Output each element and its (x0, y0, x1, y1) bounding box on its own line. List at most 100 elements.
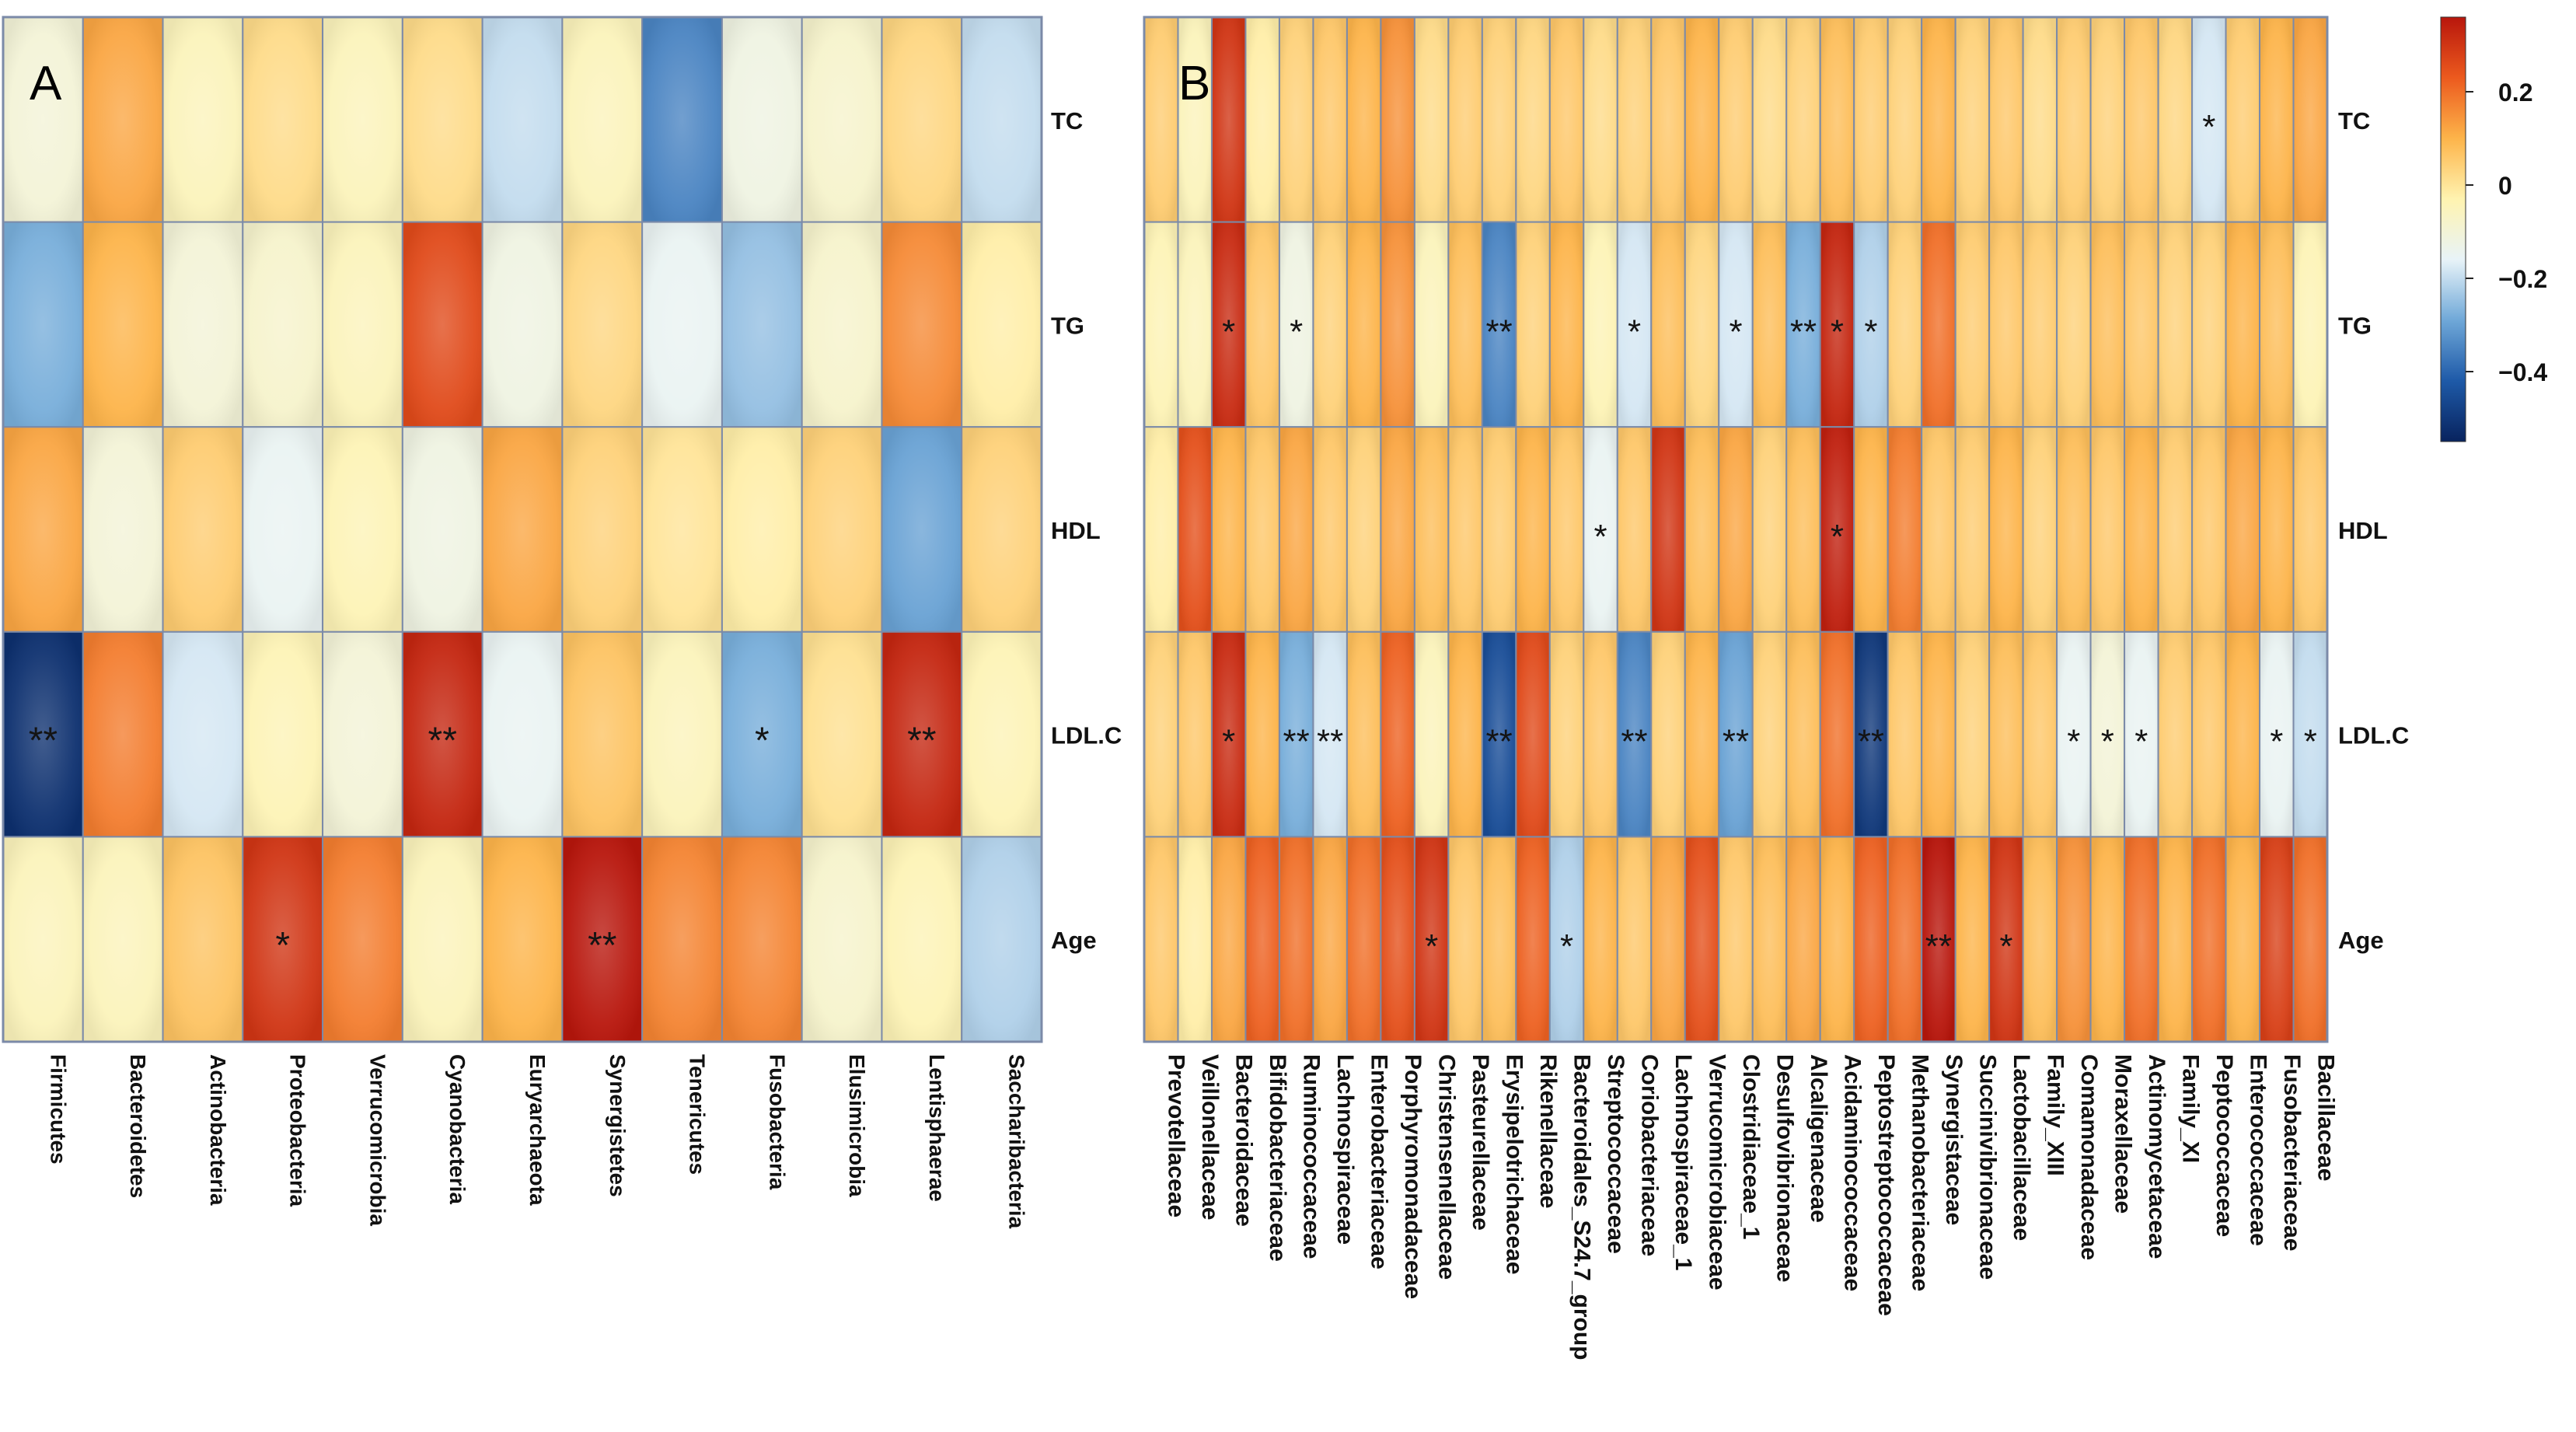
heatmap-cell-b-hdl-fusobacteriaceae (2259, 426, 2295, 633)
heatmap-cell-b-age-family-xiii (2022, 836, 2058, 1043)
panel-label: A (30, 57, 62, 110)
heatmap-cell-b-tc-family-xiii (2022, 16, 2058, 223)
heatmap-cell-b-hdl-bacteroidaceae (1210, 426, 1247, 633)
heatmap-cell-b-tg-christensenellaceae (1413, 221, 1450, 428)
column-label-lactobacillaceae: Lactobacillaceae (2009, 1054, 2034, 1241)
column-label-verrucomicrobia: Verrucomicrobia (365, 1054, 389, 1226)
heatmap-cell-a-tg-proteobacteria (242, 221, 324, 428)
heatmap-cell-b-tg-bacillaceae (2292, 221, 2329, 428)
heatmap-cell-a-tc-saccharibacteria (961, 16, 1042, 223)
heatmap-cell-a-tg-saccharibacteria (961, 221, 1042, 428)
row-label-tg: TG (1051, 312, 1084, 339)
heatmap-cell-a-hdl-bacteroidetes (82, 426, 164, 633)
heatmap-cell-a-tc-verrucomicrobia (322, 16, 403, 223)
column-label-christensenellaceae: Christensenellaceae (1434, 1054, 1460, 1280)
significance-marker: * (275, 925, 290, 966)
heatmap-cell-a-tc-lentisphaerae (881, 16, 963, 223)
heatmap-cell-a-age-actinobacteria (162, 836, 244, 1043)
heatmap-cell-b-ldl-c-bacteroidales-s24-7-group (1548, 630, 1585, 838)
significance-marker: ** (1621, 723, 1647, 761)
heatmap-cell-a-age-elusimicrobia (801, 836, 883, 1043)
column-label-veillonellaceae: Veillonellaceae (1197, 1054, 1223, 1220)
heatmap-cell-b-tc-lachnospiraceae (1312, 16, 1348, 223)
heatmap-cell-b-tg-bifidobacteriaceae (1244, 221, 1280, 428)
heatmap-cell-b-age-lachnospiraceae (1312, 836, 1348, 1043)
heatmap-cell-a-tg-cyanobacteria (401, 221, 483, 428)
row-label-tc: TC (2338, 107, 2370, 134)
heatmap-cell-a-tc-synergistetes (561, 16, 644, 223)
heatmap-cell-a-tg-euryarchaeota (481, 221, 564, 428)
heatmap-cell-a-tc-cyanobacteria (401, 16, 483, 223)
significance-marker: ** (1925, 927, 1952, 966)
heatmap-cell-b-tg-veillonellaceae (1177, 221, 1213, 428)
heatmap-cell-a-ldl-c-proteobacteria (242, 630, 324, 838)
heatmap-cell-a-tg-lentisphaerae (881, 221, 963, 428)
heatmap-cell-b-ldl-c-enterococcaceae (2225, 630, 2261, 838)
heatmap-cell-b-hdl-lachnospiraceae-1 (1650, 426, 1686, 633)
row-label-hdl: HDL (1051, 517, 1101, 544)
heatmap-cell-a-hdl-cyanobacteria (401, 426, 483, 633)
heatmap-cell-b-tc-christensenellaceae (1413, 16, 1450, 223)
heatmap-cell-b-hdl-coriobacteriaceae (1616, 426, 1653, 633)
heatmap-cell-a-hdl-euryarchaeota (481, 426, 564, 633)
heatmap-cell-b-ldl-c-bifidobacteriaceae (1244, 630, 1280, 838)
heatmap-frame (2, 16, 1043, 1043)
heatmap-cell-b-ldl-c-family-xiii (2022, 630, 2058, 838)
column-label-methanobacteriaceae: Methanobacteriaceae (1907, 1054, 1932, 1291)
heatmap-cell-b-tc-family-xi (2157, 16, 2194, 223)
heatmap-cell-b-age-rikenellaceae (1515, 836, 1551, 1043)
heatmap-cell-b-age-clostridiaceae-1 (1718, 836, 1754, 1043)
heatmap-cell-b-hdl-bacteroidales-s24-7-group (1548, 426, 1585, 633)
colorbar-tick-label: 0 (2498, 172, 2512, 200)
heatmap-cell-b-ldl-c-alcaligenaceae (1785, 630, 1821, 838)
heatmap-cell-b-hdl-rikenellaceae (1515, 426, 1551, 633)
heatmap-cell-b-tc-prevotellaceae (1143, 16, 1179, 223)
heatmap-cell-a-hdl-firmicutes (2, 426, 84, 633)
row-label-ldl-c: LDL.C (1051, 722, 1122, 749)
significance-marker: * (2134, 723, 2148, 761)
heatmap-cell-a-tg-verrucomicrobia (322, 221, 403, 428)
significance-marker: * (2270, 723, 2283, 761)
heatmap-cell-b-age-moraxellaceae (2089, 836, 2126, 1043)
row-label-age: Age (2338, 927, 2384, 954)
heatmap-cell-a-tg-elusimicrobia (801, 221, 883, 428)
heatmap-cell-b-hdl-ruminococcaceae (1278, 426, 1314, 633)
row-label-tc: TC (1051, 107, 1083, 134)
column-label-streptococcaceae: Streptococcaceae (1603, 1054, 1628, 1254)
heatmap-cell-b-tc-enterococcaceae (2225, 16, 2261, 223)
heatmap-cell-b-tg-bacteroidales-s24-7-group (1548, 221, 1585, 428)
significance-marker: * (1864, 313, 1877, 351)
significance-marker: * (2304, 723, 2317, 761)
heatmap-cell-b-tg-desulfovibrionaceae (1751, 221, 1788, 428)
heatmap-cell-b-age-desulfovibrionaceae (1751, 836, 1788, 1043)
column-label-cyanobacteria: Cyanobacteria (445, 1054, 469, 1204)
column-label-moraxellaceae: Moraxellaceae (2110, 1054, 2135, 1214)
heatmap-cell-b-ldl-c-peptococcaceae (2191, 630, 2227, 838)
row-label-hdl: HDL (2338, 517, 2388, 544)
heatmap-cell-b-hdl-synergistaceae (1921, 426, 1956, 633)
column-label-ruminococcaceae: Ruminococcaceae (1299, 1054, 1325, 1259)
heatmap-cell-b-tg-rikenellaceae (1515, 221, 1551, 428)
column-label-proteobacteria: Proteobacteria (286, 1054, 310, 1207)
significance-marker: * (755, 721, 770, 762)
column-label-fusobacteriaceae: Fusobacteriaceae (2279, 1054, 2305, 1251)
heatmap-cell-a-tc-fusobacteria (721, 16, 803, 223)
heatmap-cell-a-age-saccharibacteria (961, 836, 1042, 1043)
heatmap-cell-b-tg-lachnospiraceae (1312, 221, 1348, 428)
heatmap-cell-b-age-fusobacteriaceae (2259, 836, 2295, 1043)
heatmap-cell-b-tg-methanobacteriaceae (1887, 221, 1923, 428)
heatmap-cell-b-hdl-lachnospiraceae (1312, 426, 1348, 633)
heatmap-cell-b-age-erysipelotrichaceae (1481, 836, 1517, 1043)
significance-marker: * (1222, 313, 1235, 351)
heatmap-cell-b-tg-prevotellaceae (1143, 221, 1179, 428)
heatmap-cell-b-tc-bacillaceae (2292, 16, 2329, 223)
heatmap-cell-b-tc-clostridiaceae-1 (1718, 16, 1754, 223)
heatmap-cell-a-hdl-actinobacteria (162, 426, 244, 633)
significance-marker: ** (1317, 723, 1343, 761)
heatmap-cell-b-age-enterococcaceae (2225, 836, 2261, 1043)
heatmap-cell-b-tc-rikenellaceae (1515, 16, 1551, 223)
heatmap-cell-b-hdl-christensenellaceae (1413, 426, 1450, 633)
significance-marker: * (1425, 927, 1438, 966)
heatmap-cell-b-age-alcaligenaceae (1785, 836, 1821, 1043)
